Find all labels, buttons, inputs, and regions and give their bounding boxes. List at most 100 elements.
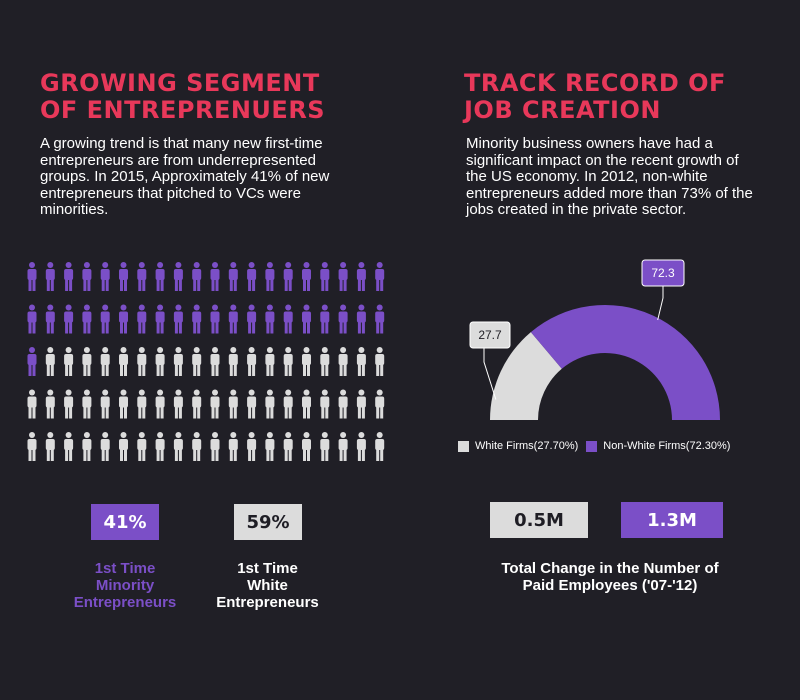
- person-icon-white: [228, 432, 238, 461]
- donut-slice-white-firms: [490, 332, 562, 420]
- person-icon-minority: [137, 262, 147, 291]
- person-icon-minority: [228, 262, 238, 291]
- person-icon-white: [228, 347, 238, 376]
- person-icon-white: [247, 432, 257, 461]
- person-icon-minority: [356, 262, 366, 291]
- person-icon-white: [155, 389, 165, 419]
- person-icon-minority: [192, 304, 202, 334]
- entrepreneur-pictogram: [20, 262, 400, 472]
- person-icon-minority: [265, 304, 275, 334]
- person-icon-minority: [356, 304, 366, 334]
- legend-label-white: White Firms(27.70%): [475, 440, 579, 452]
- person-icon-white: [173, 432, 183, 461]
- job-creation-donut-chart: 27.7 72.3: [440, 250, 780, 440]
- right-heading: TRACK RECORD OF JOB CREATION: [464, 69, 726, 124]
- person-icon-minority: [45, 262, 55, 291]
- person-icon-white: [100, 347, 110, 376]
- person-icon-white: [82, 389, 92, 419]
- person-icon-white: [228, 389, 238, 419]
- data-label-box-nonwhite: [641, 259, 685, 287]
- person-icon-minority: [100, 262, 110, 291]
- person-icon-minority: [173, 262, 183, 291]
- person-icon-minority: [228, 304, 238, 334]
- legend-swatch-white: [458, 440, 469, 452]
- person-icon-minority: [375, 262, 385, 291]
- person-icon-white: [283, 389, 293, 419]
- person-icon-white: [320, 389, 330, 419]
- person-icon-minority: [283, 262, 293, 291]
- person-icon-white: [100, 389, 110, 419]
- person-icon-white: [283, 347, 293, 376]
- person-icon-white: [283, 432, 293, 461]
- minority-percent-box: 41%: [91, 504, 159, 540]
- person-icon-minority: [247, 304, 257, 334]
- person-icon-white: [100, 432, 110, 461]
- person-icon-white: [192, 389, 202, 419]
- person-icon-minority: [210, 262, 220, 291]
- person-icon-white: [338, 347, 348, 376]
- person-icon-white: [302, 432, 311, 461]
- data-label-connector: [483, 348, 497, 400]
- legend-swatch-nonwhite: [586, 440, 598, 452]
- white-percent-box: 59%: [234, 504, 302, 540]
- person-icon-white: [320, 347, 330, 376]
- left-paragraph: A growing trend is that many new first-t…: [40, 135, 330, 218]
- person-icon-minority: [82, 304, 92, 334]
- person-icon-minority: [320, 262, 330, 291]
- person-icon-minority: [302, 262, 311, 291]
- person-icon-minority: [302, 304, 311, 334]
- person-icon-white: [320, 432, 330, 461]
- person-icon-minority: [119, 304, 128, 334]
- white-firms-employees-box: 0.5M: [490, 502, 588, 538]
- person-icon-minority: [64, 304, 74, 334]
- person-icon-minority: [338, 262, 348, 291]
- person-icon-white: [82, 347, 92, 376]
- donut-legend: White Firms(27.70%) Non-White Firms(72.3…: [458, 440, 738, 452]
- data-label-connector: [657, 286, 664, 321]
- person-icon-minority: [27, 347, 37, 376]
- person-icon-white: [338, 432, 348, 461]
- person-icon-white: [27, 432, 37, 461]
- person-icon-white: [155, 432, 165, 461]
- person-icon-minority: [137, 304, 147, 334]
- person-icon-white: [302, 389, 311, 419]
- nonwhite-firms-employees-box: 1.3M: [621, 502, 723, 538]
- person-icon-white: [45, 389, 55, 419]
- person-icon-white: [64, 389, 74, 419]
- person-icon-white: [45, 432, 55, 461]
- right-paragraph: Minority business owners have had a sign…: [466, 135, 753, 218]
- legend-label-nonwhite: Non-White Firms(72.30%): [603, 440, 731, 452]
- person-icon-white: [338, 389, 348, 419]
- person-icon-minority: [119, 262, 128, 291]
- person-icon-white: [247, 389, 257, 419]
- person-icon-white: [210, 389, 220, 419]
- data-label-box-white: [469, 321, 511, 349]
- person-icon-white: [173, 389, 183, 419]
- person-icon-minority: [192, 262, 202, 291]
- data-label-white: 27.7: [478, 328, 502, 342]
- person-icon-minority: [82, 262, 92, 291]
- person-icon-white: [356, 347, 366, 376]
- person-icon-minority: [155, 262, 165, 291]
- person-icon-minority: [265, 262, 275, 291]
- person-icon-white: [173, 347, 183, 376]
- person-icon-white: [192, 347, 202, 376]
- person-icon-white: [137, 347, 147, 376]
- person-icon-white: [192, 432, 202, 461]
- person-icon-white: [27, 389, 37, 419]
- person-icon-minority: [210, 304, 220, 334]
- person-icon-minority: [100, 304, 110, 334]
- person-icon-white: [137, 389, 147, 419]
- person-icon-minority: [27, 304, 37, 334]
- person-icon-minority: [64, 262, 74, 291]
- left-heading: GROWING SEGMENT OF ENTREPRENUERS: [40, 69, 326, 124]
- person-icon-minority: [247, 262, 257, 291]
- person-icon-white: [82, 432, 92, 461]
- person-icon-minority: [173, 304, 183, 334]
- person-icon-white: [64, 432, 74, 461]
- person-icon-white: [210, 432, 220, 461]
- person-icon-minority: [27, 262, 37, 291]
- person-icon-minority: [155, 304, 165, 334]
- person-icon-minority: [338, 304, 348, 334]
- person-icon-white: [210, 347, 220, 376]
